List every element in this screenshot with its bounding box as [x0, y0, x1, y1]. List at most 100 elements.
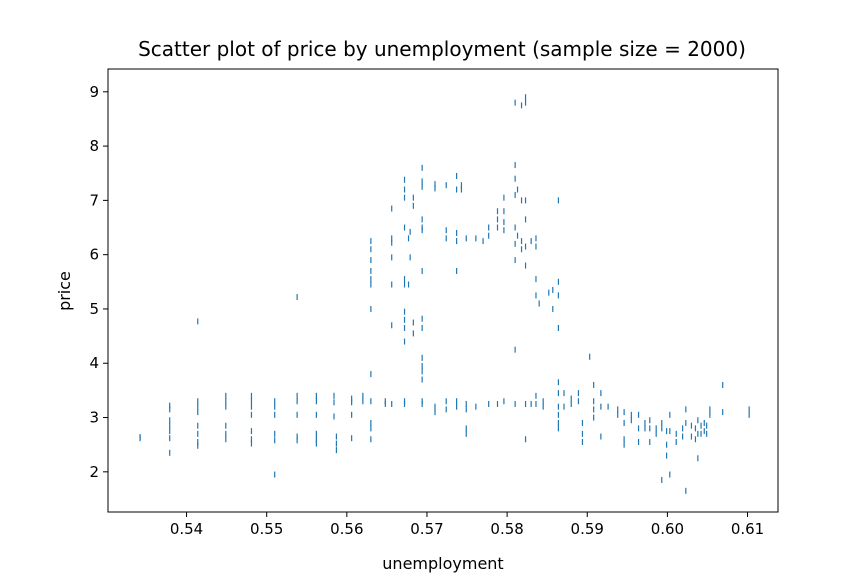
- data-point: [409, 254, 411, 261]
- data-point: [197, 442, 199, 449]
- data-point: [250, 411, 253, 418]
- data-point: [333, 399, 335, 406]
- data-point: [370, 371, 372, 378]
- y-tick-label: 8: [89, 137, 99, 155]
- data-point: [351, 399, 353, 406]
- data-point: [391, 281, 393, 288]
- data-point: [669, 428, 671, 435]
- data-point: [412, 330, 414, 337]
- data-point: [370, 276, 372, 283]
- data-point: [637, 438, 640, 445]
- data-point: [445, 227, 447, 234]
- data-point: [548, 289, 550, 296]
- data-point: [421, 376, 423, 383]
- data-point: [552, 286, 554, 293]
- data-point: [516, 232, 519, 239]
- data-point: [535, 243, 537, 250]
- data-point: [465, 235, 467, 242]
- data-point: [421, 164, 423, 171]
- data-point: [655, 425, 657, 432]
- data-point: [391, 322, 393, 329]
- data-point: [421, 267, 423, 274]
- data-point: [434, 181, 436, 188]
- data-point: [557, 425, 560, 432]
- data-point: [403, 281, 406, 288]
- y-tick-label: 6: [89, 246, 99, 264]
- data-point: [391, 254, 393, 261]
- chart-title: Scatter plot of price by unemployment (s…: [138, 37, 746, 61]
- data-point: [421, 315, 423, 322]
- data-point: [535, 235, 537, 242]
- data-point: [617, 411, 619, 418]
- data-point: [296, 437, 298, 444]
- data-point: [456, 398, 458, 405]
- data-point: [563, 403, 565, 410]
- data-point: [496, 208, 499, 215]
- data-point: [666, 428, 668, 435]
- data-point: [197, 438, 199, 445]
- data-point: [296, 294, 298, 301]
- data-point: [514, 257, 516, 264]
- data-point: [682, 425, 684, 432]
- data-point: [700, 422, 702, 429]
- data-point: [403, 186, 406, 193]
- data-point: [706, 422, 708, 429]
- data-point: [709, 411, 711, 418]
- data-point: [589, 353, 591, 360]
- data-point: [370, 246, 372, 253]
- data-point: [403, 308, 406, 315]
- data-point: [139, 434, 141, 441]
- data-point: [700, 430, 702, 437]
- data-point: [503, 208, 505, 215]
- data-points: [139, 94, 750, 494]
- data-point: [570, 400, 572, 407]
- data-point: [514, 162, 516, 169]
- data-point: [722, 381, 724, 388]
- y-tick-label: 2: [89, 463, 99, 481]
- data-point: [409, 228, 411, 235]
- data-point: [600, 403, 602, 410]
- y-tick-label: 5: [89, 300, 99, 318]
- data-point: [169, 402, 171, 409]
- data-point: [445, 182, 447, 189]
- data-point: [535, 292, 537, 299]
- data-point: [335, 433, 338, 440]
- data-point: [520, 197, 523, 204]
- data-point: [535, 400, 537, 407]
- data-point: [690, 422, 693, 429]
- data-point: [520, 238, 523, 245]
- data-point: [685, 487, 687, 494]
- data-point: [421, 400, 423, 407]
- data-point: [407, 281, 410, 288]
- data-point: [391, 239, 393, 246]
- data-point: [557, 411, 560, 418]
- data-point: [315, 398, 317, 405]
- data-point: [593, 406, 595, 413]
- data-point: [225, 430, 227, 437]
- data-point: [197, 430, 199, 437]
- data-point: [434, 409, 436, 416]
- data-point: [514, 240, 516, 247]
- data-point: [593, 414, 595, 421]
- data-point: [456, 186, 458, 193]
- data-point: [351, 411, 353, 418]
- data-point: [274, 430, 276, 437]
- x-tick-label: 0.54: [170, 520, 203, 538]
- data-point: [535, 392, 537, 399]
- data-point: [593, 398, 595, 405]
- y-axis-ticks: 2 3 4 5 6 7 8 9: [89, 83, 108, 481]
- data-point: [407, 235, 410, 242]
- data-point: [649, 438, 651, 445]
- data-point: [169, 417, 171, 424]
- x-tick-label: 0.60: [651, 520, 684, 538]
- data-point: [315, 411, 317, 418]
- data-point: [456, 172, 458, 179]
- data-point: [370, 425, 372, 432]
- data-point: [581, 430, 584, 437]
- data-point: [333, 413, 335, 420]
- data-point: [637, 411, 640, 418]
- data-point: [250, 428, 253, 435]
- data-point: [644, 419, 646, 426]
- data-point: [465, 425, 467, 432]
- data-point: [557, 324, 560, 331]
